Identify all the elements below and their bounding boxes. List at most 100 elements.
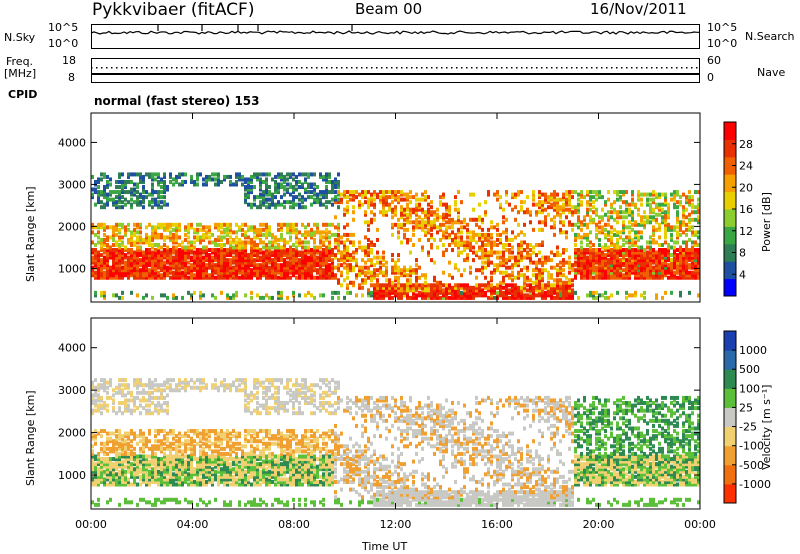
power-cell bbox=[529, 242, 532, 247]
power-cell bbox=[487, 285, 490, 290]
power-cell bbox=[214, 255, 217, 260]
power-cell bbox=[109, 225, 112, 230]
power-cell bbox=[259, 227, 262, 232]
power-cell bbox=[364, 265, 367, 270]
power-cell bbox=[124, 232, 127, 237]
power-cell bbox=[691, 245, 694, 250]
power-cell bbox=[667, 258, 670, 263]
power-cell bbox=[130, 263, 133, 268]
power-cell bbox=[574, 248, 577, 253]
power-cell bbox=[235, 273, 238, 278]
velocity-cell bbox=[109, 464, 112, 469]
power-cell bbox=[163, 225, 166, 230]
power-cell bbox=[94, 263, 97, 268]
power-cell bbox=[109, 273, 112, 278]
power-cell bbox=[340, 250, 343, 255]
power-cell bbox=[151, 242, 154, 247]
power-cell bbox=[676, 200, 679, 205]
nave-dot bbox=[411, 67, 413, 69]
power-cell bbox=[559, 227, 562, 232]
power-cell bbox=[148, 248, 151, 253]
power-cell bbox=[139, 200, 142, 205]
power-cell bbox=[655, 268, 658, 273]
power-cell bbox=[244, 179, 247, 184]
power-cell bbox=[433, 225, 436, 230]
velocity-cell bbox=[124, 378, 127, 383]
power-cell bbox=[595, 222, 598, 227]
power-cell bbox=[520, 253, 523, 258]
power-cell bbox=[487, 283, 490, 288]
power-cell bbox=[358, 192, 361, 197]
velocity-cell bbox=[106, 385, 109, 390]
power-cell bbox=[259, 275, 262, 280]
velocity-cell bbox=[127, 403, 130, 408]
nave-dot bbox=[456, 67, 458, 69]
velocity-cell bbox=[136, 454, 139, 459]
power-cell bbox=[643, 210, 646, 215]
power-cell bbox=[184, 253, 187, 258]
velocity-cell bbox=[97, 408, 100, 413]
power-cell bbox=[370, 250, 373, 255]
power-cell bbox=[289, 225, 292, 230]
power-cell bbox=[94, 225, 97, 230]
power-cell bbox=[325, 273, 328, 278]
power-cell bbox=[250, 227, 253, 232]
power-cell bbox=[484, 290, 487, 295]
power-cell bbox=[481, 227, 484, 232]
power-cell bbox=[91, 230, 94, 235]
power-cell bbox=[574, 235, 577, 240]
power-cell bbox=[538, 200, 541, 205]
power-cell bbox=[304, 258, 307, 263]
power-cell bbox=[283, 200, 286, 205]
power-cell bbox=[214, 177, 217, 182]
power-cell bbox=[457, 295, 460, 300]
power-cell bbox=[220, 230, 223, 235]
power-cell bbox=[313, 295, 316, 300]
power-cell bbox=[127, 172, 130, 177]
velocity-cell bbox=[94, 482, 97, 487]
power-cell bbox=[127, 265, 130, 270]
nave-dot bbox=[301, 67, 303, 69]
power-cell bbox=[160, 245, 163, 250]
velocity-cell bbox=[133, 408, 136, 413]
power-cell bbox=[142, 177, 145, 182]
velocity-cell bbox=[142, 446, 145, 451]
power-cell bbox=[550, 275, 553, 280]
power-cell bbox=[346, 270, 349, 275]
velocity-cell bbox=[145, 479, 148, 484]
power-cell bbox=[415, 197, 418, 202]
power-cell bbox=[670, 270, 673, 275]
power-cell bbox=[367, 250, 370, 255]
power-cell bbox=[325, 179, 328, 184]
power-cell bbox=[148, 172, 151, 177]
power-cell bbox=[337, 265, 340, 270]
power-cell bbox=[679, 260, 682, 265]
power-cell bbox=[268, 185, 271, 190]
power-cell bbox=[115, 250, 118, 255]
power-cell bbox=[577, 255, 580, 260]
power-cell bbox=[124, 273, 127, 278]
power-cell bbox=[400, 212, 403, 217]
power-cell bbox=[382, 197, 385, 202]
power-cell bbox=[691, 240, 694, 245]
power-cell bbox=[478, 290, 481, 295]
power-cell bbox=[112, 197, 115, 202]
power-cell bbox=[217, 172, 220, 177]
power-cell bbox=[388, 278, 391, 283]
power-cell bbox=[409, 237, 412, 242]
power-cell bbox=[370, 283, 373, 288]
power-cell bbox=[337, 185, 340, 190]
power-cell bbox=[223, 235, 226, 240]
power-cell bbox=[424, 212, 427, 217]
power-cell bbox=[118, 192, 121, 197]
velocity-cell bbox=[142, 472, 145, 477]
velocity-cell bbox=[112, 482, 115, 487]
power-cell bbox=[607, 250, 610, 255]
power-cell bbox=[454, 242, 457, 247]
velocity-cell bbox=[148, 469, 151, 474]
power-cell bbox=[142, 174, 145, 179]
power-cell bbox=[403, 197, 406, 202]
power-cell bbox=[145, 240, 148, 245]
power-cell bbox=[445, 295, 448, 300]
power-cell bbox=[229, 222, 232, 227]
